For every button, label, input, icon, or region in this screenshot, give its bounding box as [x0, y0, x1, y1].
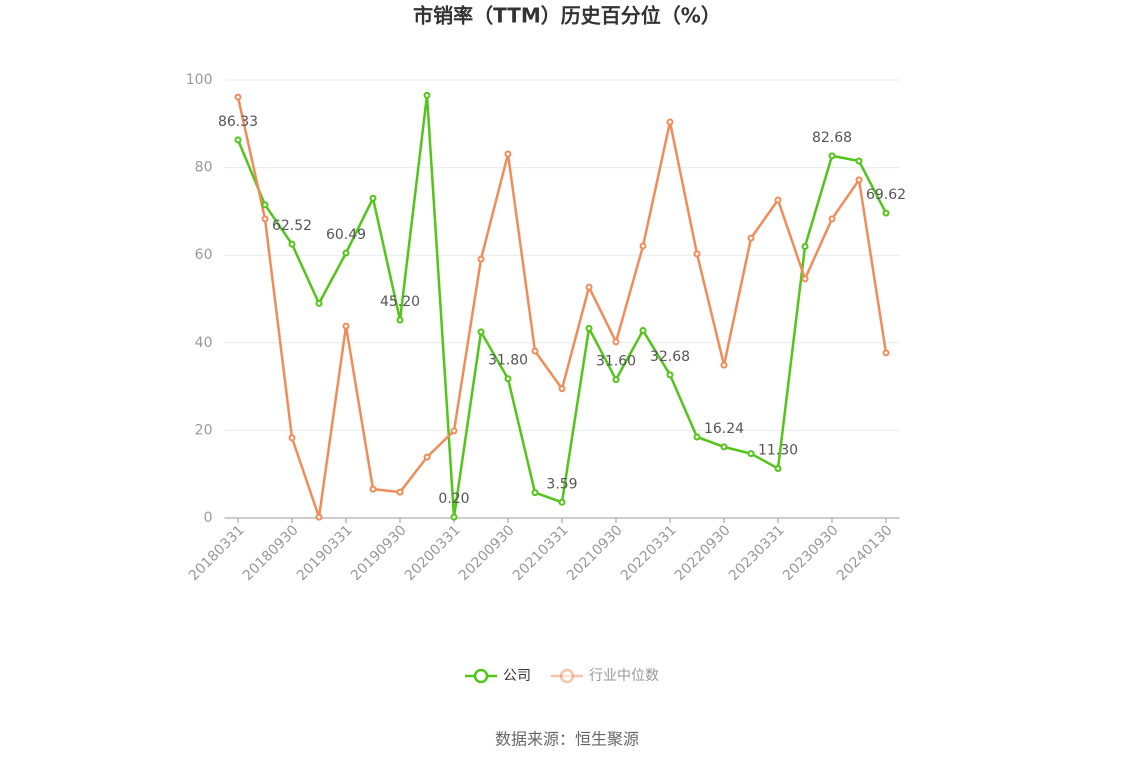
point [342, 249, 350, 257]
point [585, 324, 593, 332]
x-tick-label: 20210930 [564, 522, 626, 584]
point [720, 443, 728, 451]
x-tick-label: 20220930 [672, 522, 734, 584]
data-label: 0.20 [438, 491, 469, 507]
point [531, 489, 539, 497]
data-label: 69.62 [866, 187, 906, 203]
data-label: 60.49 [326, 227, 366, 243]
data-label: 31.80 [488, 353, 528, 369]
x-tick-label: 20240130 [834, 522, 896, 584]
point [450, 513, 458, 521]
point [261, 201, 269, 209]
data-label: 11.30 [758, 443, 798, 459]
data-label: 3.59 [546, 476, 577, 492]
point [585, 283, 593, 291]
legend-icon [559, 668, 575, 684]
point [774, 465, 782, 473]
x-tick-label: 20190930 [348, 522, 410, 584]
data-label: 31.60 [596, 354, 636, 370]
y-tick-label: 80 [195, 160, 213, 176]
point [558, 498, 566, 506]
point [666, 118, 674, 126]
point [558, 385, 566, 393]
point [720, 361, 728, 369]
point [288, 434, 296, 442]
legend-label: 公司 [503, 668, 531, 684]
x-tick-label: 20230331 [726, 522, 788, 584]
point [315, 299, 323, 307]
data-label: 82.68 [812, 130, 852, 146]
legend-label: 行业中位数 [589, 668, 659, 684]
point [666, 371, 674, 379]
point [288, 240, 296, 248]
point [747, 450, 755, 458]
point [801, 275, 809, 283]
data-label: 32.68 [650, 349, 690, 365]
point [801, 242, 809, 250]
point [612, 338, 620, 346]
point [612, 376, 620, 384]
data-label: 45.20 [380, 294, 420, 310]
point [855, 176, 863, 184]
x-tick-label: 20220331 [618, 522, 680, 584]
point [450, 427, 458, 435]
point [315, 513, 323, 521]
point [369, 194, 377, 202]
point [234, 93, 242, 101]
x-tick-label: 20180930 [240, 522, 302, 584]
source: 数据来源：恒生聚源 [495, 730, 639, 749]
point [504, 150, 512, 158]
y-tick-label: 100 [186, 72, 213, 88]
point [828, 215, 836, 223]
data-label: 86.33 [218, 114, 258, 130]
x-tick-label: 20180331 [186, 522, 248, 584]
point [423, 91, 431, 99]
point [369, 485, 377, 493]
y-tick-label: 20 [195, 422, 213, 438]
y-tick-label: 0 [204, 510, 213, 526]
point [261, 215, 269, 223]
point [423, 453, 431, 461]
x-tick-label: 20190331 [294, 522, 356, 584]
data-label: 16.24 [704, 421, 744, 437]
point [882, 349, 890, 357]
x-tick-label: 20200331 [402, 522, 464, 584]
point [396, 316, 404, 324]
point [342, 322, 350, 330]
point [693, 433, 701, 441]
x-tick-label: 20200930 [456, 522, 518, 584]
x-tick-label: 20210331 [510, 522, 572, 584]
point [828, 152, 836, 160]
point [477, 255, 485, 263]
point [234, 136, 242, 144]
y-tick-label: 60 [195, 247, 213, 263]
point [639, 327, 647, 335]
y-tick-label: 40 [195, 335, 213, 351]
x-tick-label: 20230930 [780, 522, 842, 584]
point [855, 157, 863, 165]
chart-title: 市销率（TTM）历史百分位（%） [413, 4, 721, 28]
legend-icon [473, 668, 489, 684]
point [774, 196, 782, 204]
point [477, 328, 485, 336]
point [882, 209, 890, 217]
point [396, 488, 404, 496]
point [693, 250, 701, 258]
point [747, 234, 755, 242]
point [504, 375, 512, 383]
point [531, 347, 539, 355]
point [639, 242, 647, 250]
data-label: 62.52 [272, 218, 312, 234]
